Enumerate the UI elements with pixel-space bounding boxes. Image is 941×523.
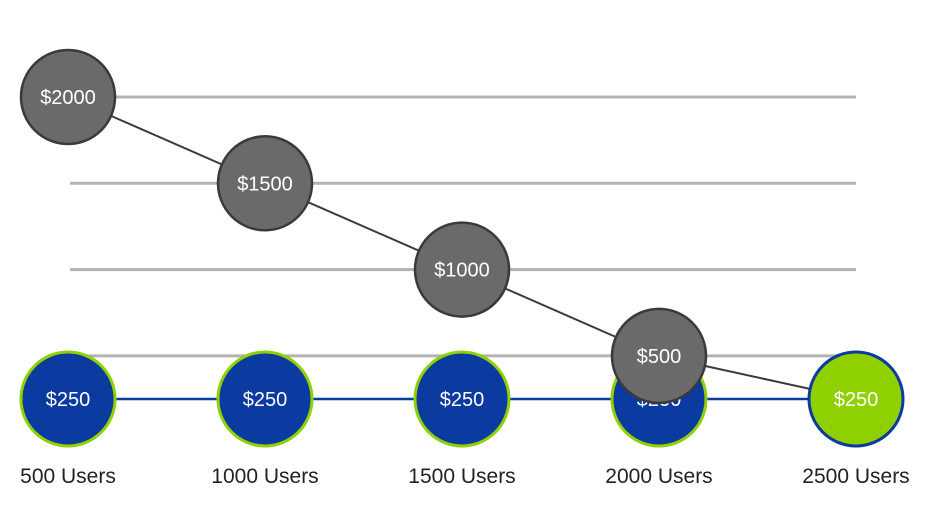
label-descending-1: $1500 [237,173,293,195]
label-flat-1: $250 [243,389,288,411]
label-flat-2: $250 [440,389,485,411]
point-flat-1 [216,350,314,448]
point-highlight [807,350,905,448]
x-tick-label-1: 1000 Users [211,465,318,488]
label-highlight: $250 [834,389,879,411]
point-descending-2 [413,221,511,318]
point-flat-0 [19,350,117,448]
label-descending-2: $1000 [434,260,490,282]
label-descending-3: $500 [637,346,682,368]
point-flat-2 [413,350,511,448]
point-descending-1 [216,135,314,232]
label-flat-0: $250 [46,389,91,411]
x-tick-label-0: 500 Users [20,465,116,488]
label-descending-0: $2000 [40,87,96,109]
point-descending-0 [19,48,117,146]
x-tick-label-4: 2500 Users [802,465,909,488]
x-tick-label-3: 2000 Users [605,465,712,488]
x-tick-label-2: 1500 Users [408,465,515,488]
point-descending-3 [610,307,708,405]
